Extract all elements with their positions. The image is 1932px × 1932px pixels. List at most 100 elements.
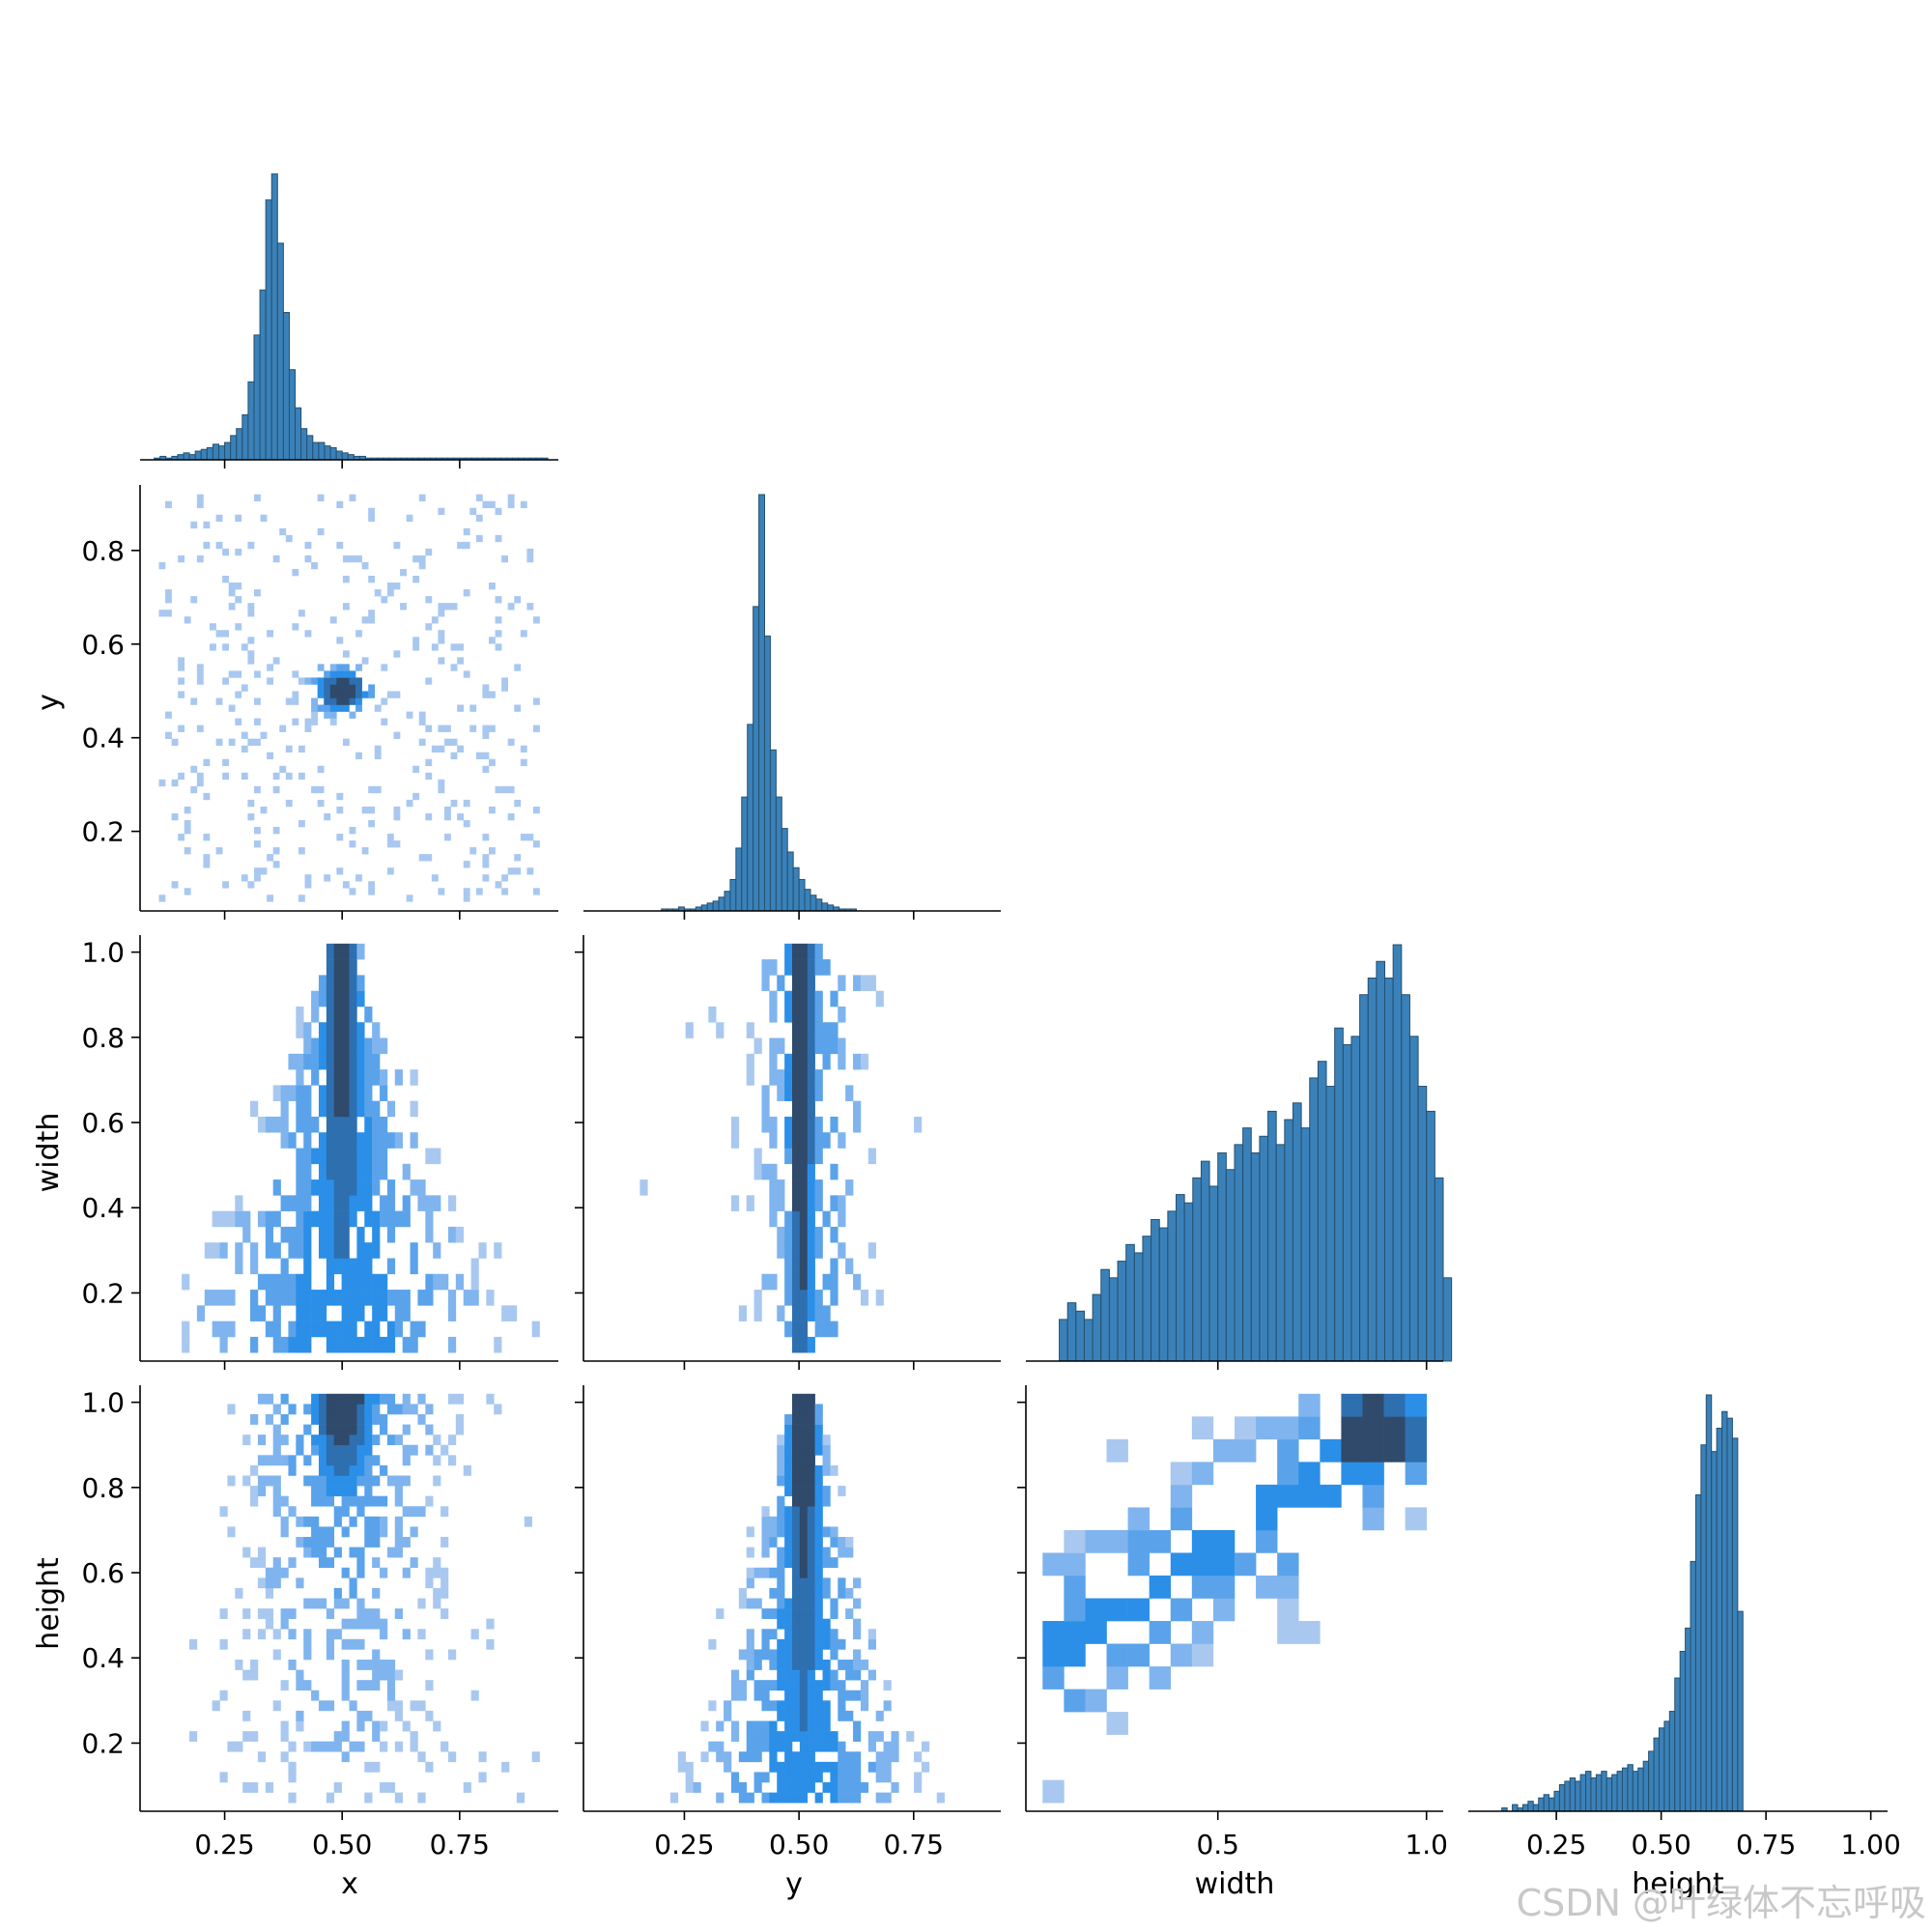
hist2d-cell-x-y — [342, 738, 350, 746]
hist2d-cell-y-height — [784, 1413, 793, 1425]
hist2d-cell-width-height — [1362, 1507, 1384, 1531]
hist2d-cell-x-y — [165, 711, 172, 719]
hist2d-cell-y-height — [746, 1577, 754, 1589]
hist2d-cell-x-width — [349, 1006, 357, 1023]
hist2d-cell-x-width — [386, 1336, 396, 1353]
hist2d-cell-y-height — [814, 1731, 823, 1742]
hist2d-cell-y-width — [753, 1148, 762, 1165]
hist2d-cell-x-y — [178, 772, 185, 781]
hist2d-cell-x-y — [241, 772, 248, 781]
hist2d-cell-y-width — [784, 1116, 793, 1133]
hist2d-cell-y-height — [867, 1669, 876, 1681]
hist2d-cell-y-height — [860, 1660, 869, 1670]
hist2d-cell-x-height — [386, 1669, 396, 1681]
hist2d-cell-x-y — [329, 697, 337, 705]
hist2d-cell-y-width — [860, 1290, 869, 1306]
hist2d-cell-x-height — [386, 1690, 396, 1701]
hist2d-cell-y-width — [769, 1179, 778, 1196]
hist2d-cell-x-height — [394, 1547, 403, 1558]
hist2d-cell-x-y — [324, 812, 331, 821]
hist2d-cell-y-height — [845, 1751, 854, 1763]
hist2d-cell-x-width — [296, 1305, 304, 1321]
hist2d-cell-y-width — [784, 1226, 793, 1243]
hist-bar-height — [1605, 1777, 1613, 1812]
hist2d-cell-x-y — [298, 677, 305, 685]
hist2d-cell-x-y — [438, 507, 445, 516]
hist2d-cell-width-height — [1127, 1507, 1150, 1531]
hist2d-cell-x-y — [235, 718, 242, 725]
hist2d-cell-x-height — [356, 1393, 365, 1405]
hist2d-cell-y-width — [814, 1179, 823, 1196]
hist2d-cell-x-y — [482, 854, 490, 862]
hist2d-cell-x-width — [341, 959, 350, 976]
x-tick-label-x: 0.25 — [194, 1829, 254, 1861]
hist2d-cell-y-width — [867, 1148, 876, 1165]
hist2d-cell-width-height — [1170, 1507, 1193, 1531]
hist2d-cell-x-y — [228, 589, 236, 597]
hist2d-cell-x-height — [272, 1649, 281, 1661]
hist2d-cell-x-height — [250, 1486, 259, 1496]
hist2d-cell-y-height — [875, 1751, 884, 1763]
hist-bar-height — [1721, 1410, 1728, 1812]
hist2d-cell-y-height — [799, 1792, 809, 1804]
hist2d-cell-x-width — [265, 1321, 273, 1338]
hist2d-cell-y-height — [799, 1424, 809, 1435]
hist2d-cell-x-width — [402, 1290, 411, 1306]
hist2d-cell-x-y — [355, 677, 362, 685]
hist2d-cell-x-height — [364, 1475, 373, 1487]
hist2d-cell-y-width — [792, 1305, 801, 1321]
hist2d-cell-x-width — [341, 1022, 350, 1038]
hist2d-cell-y-height — [792, 1700, 801, 1712]
hist2d-cell-x-width — [356, 1085, 365, 1101]
hist2d-cell-x-width — [425, 1290, 434, 1306]
hist2d-cell-x-y — [393, 582, 401, 590]
hist2d-cell-y-height — [838, 1536, 846, 1548]
hist2d-cell-x-width — [455, 1273, 465, 1291]
hist2d-cell-x-height — [318, 1495, 327, 1507]
hist2d-cell-x-y — [501, 888, 508, 895]
hist2d-cell-y-height — [746, 1547, 754, 1558]
hist2d-cell-x-y — [349, 840, 356, 848]
hist2d-cell-x-height — [341, 1598, 350, 1609]
hist2d-cell-x-height — [341, 1486, 350, 1496]
hist2d-cell-x-y — [253, 494, 261, 502]
hist2d-cell-x-height — [417, 1700, 426, 1712]
hist-bar-height — [1616, 1771, 1623, 1812]
hist2d-cell-x-width — [364, 1210, 373, 1228]
hist2d-cell-x-width — [303, 1290, 312, 1306]
hist2d-cell-y-width — [639, 1179, 648, 1196]
hist2d-cell-x-y — [431, 874, 439, 882]
hist2d-cell-x-width — [380, 1273, 388, 1291]
hist2d-cell-x-height — [349, 1700, 357, 1712]
hist2d-cell-x-width — [410, 1242, 418, 1259]
hist2d-cell-y-width — [799, 1258, 809, 1275]
hist2d-cell-x-y — [342, 554, 350, 563]
hist2d-cell-width-height — [1127, 1529, 1150, 1553]
hist2d-cell-y-height — [814, 1435, 823, 1446]
hist2d-cell-x-height — [433, 1587, 441, 1599]
hist2d-cell-x-height — [272, 1629, 281, 1640]
hist2d-cell-y-width — [822, 1321, 831, 1338]
hist2d-cell-x-width — [204, 1242, 213, 1259]
hist2d-cell-x-height — [410, 1700, 418, 1712]
hist2d-cell-width-height — [1127, 1643, 1150, 1667]
hist2d-cell-x-width — [296, 1226, 304, 1243]
hist2d-cell-y-width — [807, 1336, 815, 1353]
hist2d-cell-x-y — [317, 785, 325, 794]
hist2d-cell-x-y — [488, 691, 496, 698]
hist2d-cell-y-height — [799, 1475, 809, 1487]
hist2d-cell-width-height — [1212, 1552, 1236, 1577]
hist2d-cell-y-height — [761, 1638, 770, 1650]
hist2d-cell-y-height — [822, 1669, 831, 1681]
hist2d-cell-x-y — [215, 541, 223, 550]
hist2d-cell-x-y — [412, 765, 420, 774]
hist2d-cell-x-width — [326, 1258, 335, 1275]
hist2d-cell-y-height — [753, 1772, 762, 1783]
hist2d-cell-x-width — [410, 1179, 418, 1196]
hist2d-cell-x-y — [355, 874, 362, 882]
hist2d-cell-x-width — [272, 1336, 281, 1353]
hist2d-cell-x-width — [386, 1179, 396, 1196]
hist-bar-y — [724, 891, 731, 912]
hist2d-cell-x-height — [265, 1587, 273, 1599]
hist2d-cell-x-y — [184, 819, 191, 828]
